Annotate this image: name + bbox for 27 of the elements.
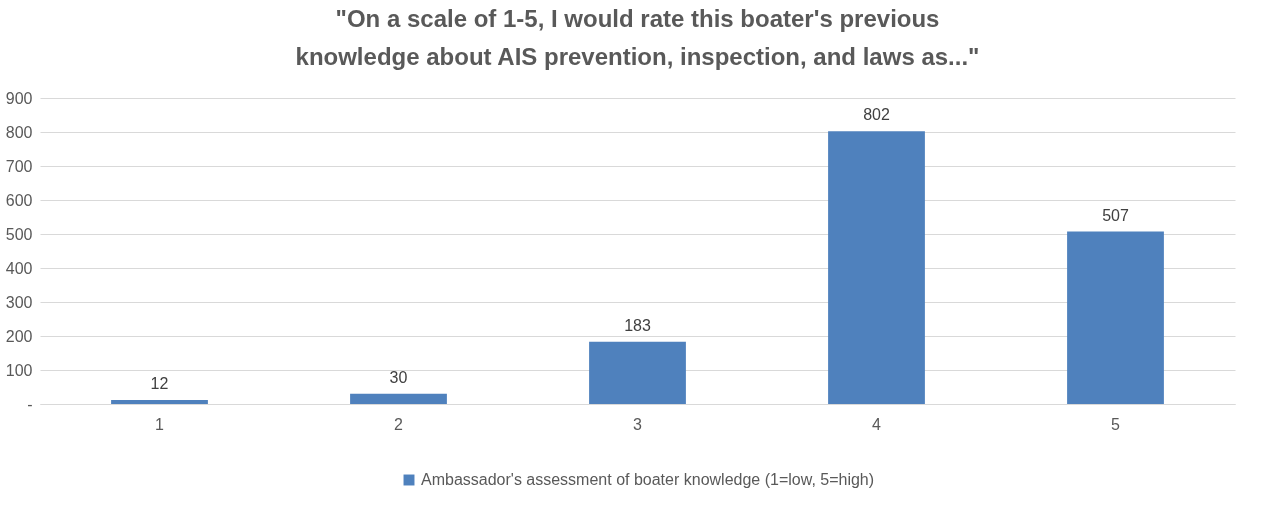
x-tick-label: 5: [1111, 415, 1121, 433]
x-tick-label: 4: [872, 415, 882, 433]
y-tick-label: 100: [5, 361, 33, 379]
data-label: 507: [1102, 206, 1129, 224]
y-tick-label: 600: [5, 191, 33, 209]
bar: [828, 131, 925, 404]
chart-title: "On a scale of 1-5, I would rate this boater's previous knowledge about AIS prevention, inspection, and laws as...": [295, 5, 980, 70]
y-tick-label: 800: [5, 123, 33, 141]
bar: [589, 341, 686, 404]
y-tick-label: 400: [5, 259, 33, 277]
y-tick-label: 200: [5, 327, 33, 345]
y-tick-label: 500: [5, 225, 33, 243]
data-label: 802: [863, 106, 890, 124]
legend-label: Ambassador's assessment of boater knowledge (1=low, 5=high): [421, 471, 875, 488]
x-tick-label: 2: [394, 415, 404, 433]
y-tick-label: 300: [5, 293, 33, 311]
y-tick-label: 900: [5, 89, 33, 107]
y-tick-label: -: [27, 395, 33, 413]
bar: [111, 399, 208, 404]
data-label: 30: [389, 368, 408, 386]
bar: [350, 393, 447, 404]
bar: [1067, 231, 1164, 404]
data-label: 183: [624, 316, 651, 334]
data-label: 12: [150, 374, 169, 392]
x-tick-label: 1: [155, 415, 165, 433]
x-tick-label: 3: [633, 415, 643, 433]
y-tick-label: 700: [5, 157, 33, 175]
